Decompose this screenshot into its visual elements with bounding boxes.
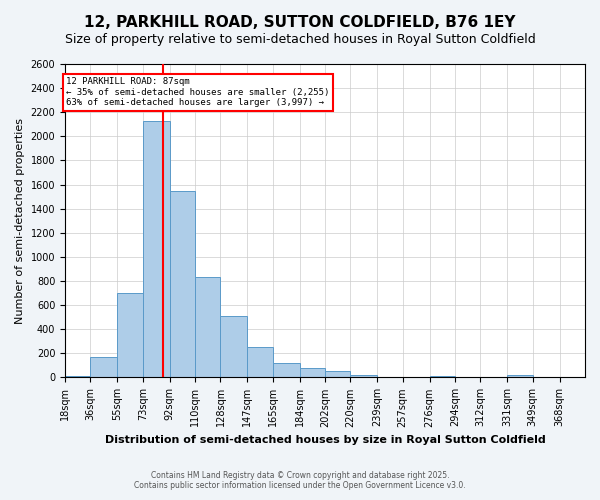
Text: Contains HM Land Registry data © Crown copyright and database right 2025.
Contai: Contains HM Land Registry data © Crown c… — [134, 470, 466, 490]
Bar — [170, 190, 195, 378]
Text: 12 PARKHILL ROAD: 87sqm
← 35% of semi-detached houses are smaller (2,255)
63% of: 12 PARKHILL ROAD: 87sqm ← 35% of semi-de… — [67, 77, 330, 107]
Bar — [65, 376, 91, 378]
Bar — [325, 372, 350, 378]
Bar — [273, 363, 299, 378]
Y-axis label: Number of semi-detached properties: Number of semi-detached properties — [15, 118, 25, 324]
X-axis label: Distribution of semi-detached houses by size in Royal Sutton Coldfield: Distribution of semi-detached houses by … — [104, 435, 545, 445]
Text: Size of property relative to semi-detached houses in Royal Sutton Coldfield: Size of property relative to semi-detach… — [65, 32, 535, 46]
Bar — [299, 368, 325, 378]
Text: 12, PARKHILL ROAD, SUTTON COLDFIELD, B76 1EY: 12, PARKHILL ROAD, SUTTON COLDFIELD, B76… — [84, 15, 516, 30]
Bar — [247, 348, 273, 378]
Bar — [430, 376, 455, 378]
Bar — [220, 316, 247, 378]
Bar — [350, 375, 377, 378]
Bar — [507, 375, 533, 378]
Bar — [143, 120, 170, 378]
Bar — [91, 357, 118, 378]
Bar — [118, 293, 143, 378]
Bar — [195, 278, 220, 378]
